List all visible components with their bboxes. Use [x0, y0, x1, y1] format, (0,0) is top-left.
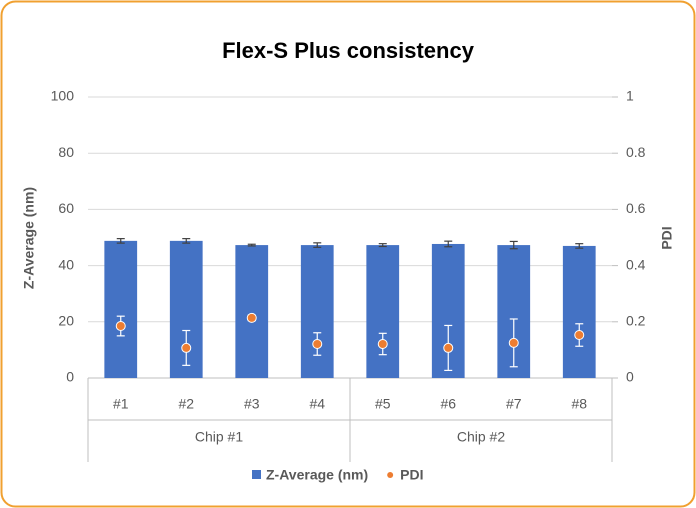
- point: [246, 312, 257, 323]
- legend-swatch: [252, 470, 261, 479]
- group-label: Chip #1: [195, 429, 243, 445]
- bar: [562, 245, 596, 378]
- x-tick-label: #1: [113, 396, 129, 412]
- y2-tick-label: 1: [626, 88, 634, 104]
- bar: [104, 240, 138, 378]
- point: [443, 342, 454, 353]
- legend-swatch: [387, 472, 394, 478]
- legend-label: PDI: [400, 467, 423, 483]
- bar: [235, 245, 269, 378]
- bar: [366, 245, 400, 378]
- y2-axis-label: PDI: [659, 226, 675, 249]
- x-tick-label: #6: [440, 396, 456, 412]
- y-tick-label: 100: [51, 88, 75, 104]
- chart-title: Flex-S Plus consistency: [222, 38, 475, 63]
- point: [574, 330, 585, 341]
- y-tick-label: 20: [58, 313, 74, 329]
- group-label: Chip #2: [457, 429, 505, 445]
- legend-label: Z-Average (nm): [266, 467, 368, 483]
- y2-tick-label: 0.6: [626, 200, 646, 216]
- point: [377, 338, 388, 349]
- y-tick-label: 60: [58, 200, 74, 216]
- x-tick-label: #2: [178, 396, 194, 412]
- x-tick-label: #4: [309, 396, 325, 412]
- y-axis-label: Z-Average (nm): [21, 187, 37, 289]
- x-tick-label: #5: [375, 396, 391, 412]
- point: [181, 342, 192, 353]
- x-tick-label: #7: [506, 396, 522, 412]
- bar: [300, 245, 334, 378]
- y2-tick-label: 0.8: [626, 144, 646, 160]
- y2-tick-label: 0.2: [626, 313, 646, 329]
- x-tick-label: #3: [244, 396, 260, 412]
- y-tick-label: 80: [58, 144, 74, 160]
- y2-tick-label: 0.4: [626, 256, 646, 272]
- point: [312, 338, 323, 349]
- point: [508, 337, 519, 348]
- point: [115, 321, 126, 332]
- y2-tick-label: 0: [626, 369, 634, 385]
- x-tick-label: #8: [571, 396, 587, 412]
- y-tick-label: 0: [66, 369, 74, 385]
- y-tick-label: 40: [58, 256, 74, 272]
